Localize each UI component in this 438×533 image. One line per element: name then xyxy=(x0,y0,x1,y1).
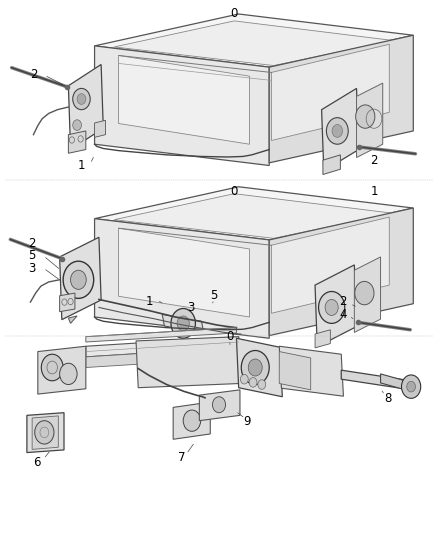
Polygon shape xyxy=(119,228,250,317)
Polygon shape xyxy=(272,44,389,141)
Polygon shape xyxy=(38,346,86,394)
Circle shape xyxy=(318,292,345,324)
Polygon shape xyxy=(341,370,411,390)
Polygon shape xyxy=(199,390,240,421)
Polygon shape xyxy=(114,193,394,238)
Circle shape xyxy=(71,270,86,289)
Text: 0: 0 xyxy=(230,7,238,20)
Text: 1: 1 xyxy=(145,295,153,308)
Polygon shape xyxy=(68,64,103,150)
Circle shape xyxy=(183,410,201,431)
Polygon shape xyxy=(237,338,283,397)
Circle shape xyxy=(60,364,77,384)
Polygon shape xyxy=(119,55,250,144)
Polygon shape xyxy=(357,83,383,158)
Polygon shape xyxy=(86,337,239,357)
Polygon shape xyxy=(323,155,340,174)
Polygon shape xyxy=(381,374,411,391)
Circle shape xyxy=(355,281,374,305)
Text: 2: 2 xyxy=(370,154,378,167)
Polygon shape xyxy=(95,46,269,165)
Circle shape xyxy=(212,397,226,413)
Polygon shape xyxy=(315,265,357,347)
Text: 6: 6 xyxy=(33,456,40,469)
Text: 2: 2 xyxy=(339,295,347,308)
Polygon shape xyxy=(95,120,106,138)
Polygon shape xyxy=(173,402,210,439)
Text: 3: 3 xyxy=(187,301,194,314)
Polygon shape xyxy=(272,217,389,313)
Circle shape xyxy=(332,125,343,138)
Text: 4: 4 xyxy=(339,308,347,321)
Text: 1: 1 xyxy=(78,159,85,172)
Polygon shape xyxy=(162,314,204,333)
Polygon shape xyxy=(60,237,101,320)
Text: 8: 8 xyxy=(385,392,392,405)
Text: 1: 1 xyxy=(370,184,378,198)
Circle shape xyxy=(258,379,266,389)
Circle shape xyxy=(77,94,86,104)
Polygon shape xyxy=(279,346,343,396)
Text: 5: 5 xyxy=(28,249,36,262)
Circle shape xyxy=(241,351,269,384)
Circle shape xyxy=(171,309,195,338)
Circle shape xyxy=(63,261,94,298)
Polygon shape xyxy=(27,413,64,453)
Circle shape xyxy=(35,421,54,444)
Circle shape xyxy=(73,88,90,110)
Circle shape xyxy=(356,105,375,128)
Text: 0: 0 xyxy=(230,184,238,198)
Polygon shape xyxy=(68,131,86,154)
Text: 3: 3 xyxy=(28,262,36,274)
Polygon shape xyxy=(321,88,359,171)
Polygon shape xyxy=(269,208,413,336)
Text: 0: 0 xyxy=(226,330,233,343)
Polygon shape xyxy=(86,348,239,368)
Polygon shape xyxy=(32,416,58,449)
Polygon shape xyxy=(95,14,413,67)
Text: 5: 5 xyxy=(210,289,217,302)
Polygon shape xyxy=(354,257,381,333)
Polygon shape xyxy=(95,187,413,240)
Polygon shape xyxy=(136,337,241,387)
Text: 7: 7 xyxy=(178,451,186,464)
Text: 2: 2 xyxy=(30,68,37,80)
Circle shape xyxy=(407,381,416,392)
Polygon shape xyxy=(60,293,75,312)
Polygon shape xyxy=(95,219,269,338)
Polygon shape xyxy=(279,352,311,390)
Polygon shape xyxy=(269,35,413,163)
Circle shape xyxy=(248,359,262,376)
Circle shape xyxy=(249,377,257,387)
Polygon shape xyxy=(86,328,237,342)
Polygon shape xyxy=(68,316,77,324)
Circle shape xyxy=(402,375,421,398)
Text: 2: 2 xyxy=(28,237,36,250)
Circle shape xyxy=(177,316,189,331)
Polygon shape xyxy=(315,330,330,348)
Circle shape xyxy=(240,374,248,384)
Circle shape xyxy=(41,354,63,381)
Polygon shape xyxy=(114,21,394,66)
Circle shape xyxy=(73,120,81,131)
Circle shape xyxy=(326,118,348,144)
Circle shape xyxy=(325,300,338,316)
Text: 9: 9 xyxy=(244,415,251,428)
